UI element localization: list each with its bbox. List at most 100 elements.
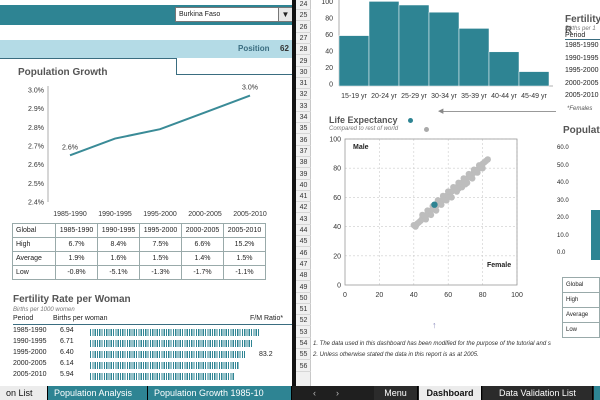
y-tick-label: 2.9% xyxy=(28,106,44,113)
fertility-2-period: 2000-2005 xyxy=(565,79,599,87)
country-select[interactable]: Burkina Faso ▼ xyxy=(175,7,292,22)
row-number[interactable]: 56 xyxy=(296,361,311,372)
tab-menu[interactable]: Menu xyxy=(374,386,418,400)
table-row: Global xyxy=(562,277,600,293)
row-number[interactable]: 28 xyxy=(296,44,311,56)
x-tick-label: 40-44 yr xyxy=(491,93,517,100)
data-label: 3.0% xyxy=(242,85,258,92)
scatter-point xyxy=(412,223,419,230)
row-number[interactable]: 37 xyxy=(296,146,311,157)
scatter-point xyxy=(419,211,426,219)
row-number[interactable]: 33 xyxy=(296,101,311,112)
row-number[interactable]: 36 xyxy=(296,135,311,146)
y-tick-label: 60 xyxy=(333,195,341,202)
table-cell: 2005-2010 xyxy=(223,223,266,238)
histogram-bar xyxy=(518,71,550,87)
y-tick-label: 0 xyxy=(337,283,341,290)
scatter-point xyxy=(460,175,467,182)
row-number[interactable]: 41 xyxy=(296,191,311,203)
next-sheet-icon[interactable]: › xyxy=(336,388,339,398)
fertility-period: 1985-1990 xyxy=(13,327,47,334)
row-number[interactable]: 55 xyxy=(296,349,311,361)
row-number[interactable]: 25 xyxy=(296,10,311,22)
row-number[interactable]: 48 xyxy=(296,270,311,282)
fertility-rate-header: Period Births per woman F/M Ratio* xyxy=(13,315,292,325)
y-tick-label: 0 xyxy=(329,82,333,89)
row-number[interactable]: 34 xyxy=(296,112,311,123)
scatter-point-highlight xyxy=(431,201,438,208)
row-number[interactable]: 35 xyxy=(296,123,311,135)
fertility-2-period: 1990-1995 xyxy=(565,54,599,62)
table-row: High 6.7% 8.4% 7.5% 6.6% 15.2% xyxy=(12,237,266,252)
scatter-point xyxy=(455,179,462,186)
dropdown-arrow-icon[interactable]: ▼ xyxy=(278,8,292,21)
row-number[interactable]: 54 xyxy=(296,338,311,349)
row-number[interactable]: 39 xyxy=(296,169,311,180)
histogram-bar xyxy=(488,51,520,87)
pane-divider[interactable] xyxy=(292,0,296,386)
y-tick-label: 20.0 xyxy=(557,215,569,221)
scatter-point xyxy=(424,207,431,214)
legend-dot-country xyxy=(408,118,413,123)
fertility-rate-2-subtitle: Births per 1 xyxy=(565,26,596,32)
tab-population-growth[interactable]: Population Growth 1985-10 xyxy=(148,386,292,400)
row-number[interactable]: 38 xyxy=(296,157,311,169)
y-tick-label: 100 xyxy=(321,0,333,6)
tab-validation-list[interactable]: on List xyxy=(0,386,48,400)
scatter-point xyxy=(455,185,462,192)
connector-line xyxy=(441,111,556,112)
row-number[interactable]: 43 xyxy=(296,214,311,225)
row-number[interactable]: 49 xyxy=(296,282,311,293)
row-number[interactable]: 31 xyxy=(296,78,311,90)
country-select-value: Burkina Faso xyxy=(179,11,221,18)
row-number[interactable]: 26 xyxy=(296,22,311,33)
row-number[interactable]: 51 xyxy=(296,304,311,316)
row-number[interactable]: 42 xyxy=(296,202,311,214)
fertility-row: 1995-2000 6.40 xyxy=(13,349,292,359)
fertility-value: 6.40 xyxy=(60,349,74,356)
fertility-row: 1985-1990 6.94 xyxy=(13,327,292,337)
y-tick-label: 60.0 xyxy=(557,145,569,151)
y-tick-label: 40 xyxy=(333,224,341,231)
y-tick-label: 40.0 xyxy=(557,180,569,186)
row-number[interactable]: 32 xyxy=(296,89,311,101)
tab-data-validation-list[interactable]: Data Validation List xyxy=(483,386,593,400)
row-number[interactable]: 50 xyxy=(296,293,311,304)
table-row: High xyxy=(562,292,600,308)
row-number[interactable]: 47 xyxy=(296,259,311,270)
table-row: Low -0.8% -5.1% -1.3% -1.7% -1.1% xyxy=(12,265,266,280)
row-number[interactable]: 24 xyxy=(296,0,311,10)
fertility-2-period: 2005-2010 xyxy=(565,92,599,99)
prev-sheet-icon[interactable]: ‹ xyxy=(313,388,316,398)
x-tick-label: 0 xyxy=(343,292,347,299)
row-number[interactable]: 40 xyxy=(296,180,311,191)
female-label: Female xyxy=(487,262,511,269)
table-cell: -1.1% xyxy=(223,265,266,280)
row-number[interactable]: 45 xyxy=(296,236,311,248)
row-number[interactable]: 27 xyxy=(296,33,311,44)
frame-line xyxy=(176,74,292,75)
row-headers: 24 25 26 27 28 29 30 31 32 33 34 35 36 37 38 39 40 41 42 43… xyxy=(296,0,311,386)
fertility-period: 2000-2005 xyxy=(13,360,47,367)
row-number[interactable]: 52 xyxy=(296,315,311,327)
fertility-bar xyxy=(90,340,253,347)
row-number[interactable]: 30 xyxy=(296,67,311,78)
table-cell: -0.8% xyxy=(55,265,98,280)
y-tick-label: 80 xyxy=(325,16,333,23)
histogram-bar xyxy=(338,35,370,87)
x-tick-label: 20-24 yr xyxy=(371,93,397,100)
right-pane: 100 80 60 40 20 0 15-19 yr 20-24 yr 25-29 yr 30-3… xyxy=(311,0,600,386)
y-tick-label: 0.0 xyxy=(557,250,566,256)
tab-overflow[interactable] xyxy=(594,386,600,400)
tab-dashboard[interactable]: Dashboard xyxy=(419,386,482,400)
arrow-up-icon: ↑ xyxy=(432,320,437,330)
table-cell: Low xyxy=(562,322,600,338)
row-number[interactable]: 46 xyxy=(296,248,311,259)
row-number[interactable]: 29 xyxy=(296,56,311,67)
table-cell: Low xyxy=(12,265,56,280)
tab-population-analysis[interactable]: Population Analysis xyxy=(48,386,148,400)
y-tick-label: 2.7% xyxy=(28,144,44,151)
row-number[interactable]: 53 xyxy=(296,327,311,338)
row-number[interactable]: 44 xyxy=(296,225,311,236)
table-cell: High xyxy=(12,237,56,252)
